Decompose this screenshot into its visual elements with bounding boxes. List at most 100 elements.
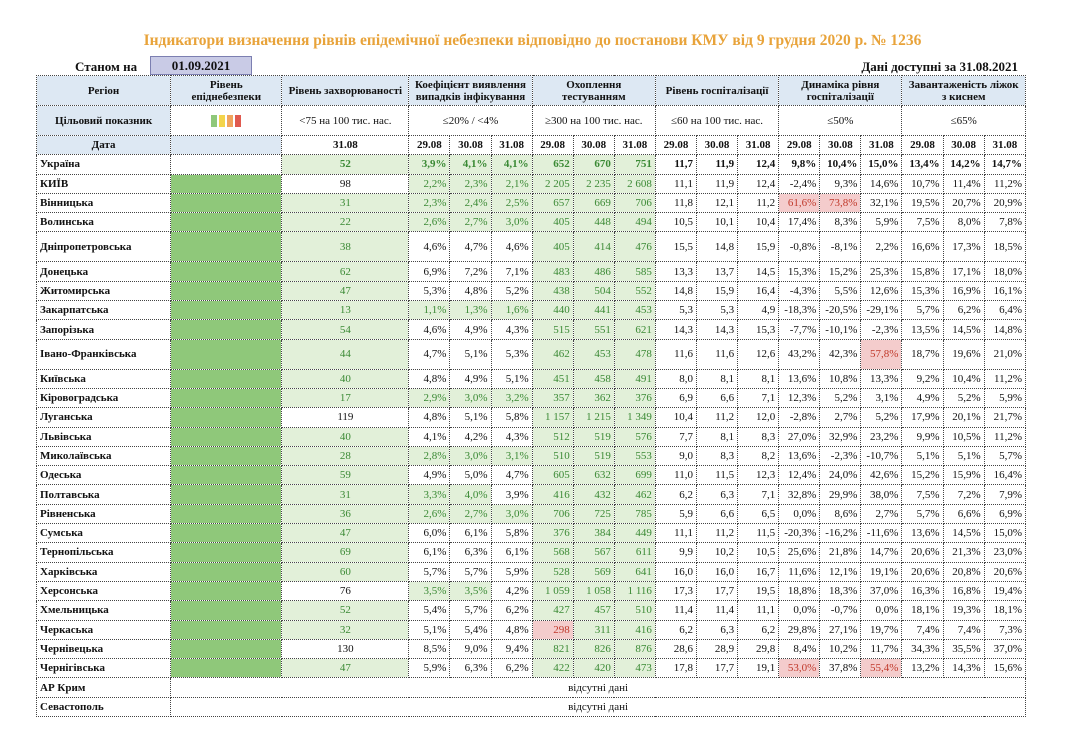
detection-cell: 2,7%: [449, 212, 492, 233]
detection-cell: 4,0%: [449, 484, 492, 505]
testing-cell: 567: [572, 542, 615, 563]
table-row: КИЇВ 98 2,2% 2,3% 2,1% 2 205 2 235 2 608 11,1 11,…: [35, 173, 1027, 194]
dynamics-cell: 57,8%: [860, 338, 903, 370]
dynamics-cell: 5,9%: [860, 212, 903, 233]
occupancy-cell: 11,2%: [983, 368, 1027, 389]
dynamics-cell: 15,0%: [860, 154, 903, 175]
dynamics-cell: -20,5%: [819, 300, 862, 321]
occupancy-cell: 16,9%: [942, 280, 985, 302]
level-cell: [170, 426, 283, 447]
testing-cell: 376: [531, 523, 574, 544]
occupancy-cell: 7,3%: [983, 619, 1027, 640]
date-label: Дата: [35, 134, 172, 156]
target-testing: ≥300 на 100 тис. нас.: [531, 105, 656, 136]
hospitalization-cell: 15,9: [737, 231, 780, 263]
detection-cell: 2,3%: [408, 192, 451, 214]
testing-cell: 821: [531, 638, 574, 660]
region-cell: Закарпатська: [35, 300, 172, 321]
incidence-cell: 52: [281, 154, 410, 175]
header-detection: Коефіцієнт виявлення випадків інфікуванн…: [408, 75, 533, 106]
hospitalization-cell: 12,6: [737, 338, 780, 370]
hospitalization-cell: 16,0: [654, 561, 698, 582]
hospitalization-cell: 8,0: [654, 368, 698, 389]
detection-cell: 5,3%: [408, 280, 451, 302]
dynamics-cell: 11,6%: [778, 561, 821, 582]
testing-cell: 519: [572, 426, 615, 447]
detection-cell: 5,3%: [490, 338, 533, 370]
region-cell: Луганська: [35, 407, 172, 428]
testing-cell: 510: [531, 445, 574, 467]
table-row: Дніпропетровська 38 4,6% 4,7% 4,6% 405 414 476 1…: [35, 231, 1027, 263]
testing-cell: 504: [572, 280, 615, 302]
hospitalization-cell: 12,1: [695, 192, 739, 214]
testing-cell: 384: [572, 523, 615, 544]
incidence-cell: 60: [281, 561, 410, 582]
date-incidence: 31.08: [281, 134, 410, 156]
table-row: Київська 40 4,8% 4,9% 5,1% 451 458 491 8,0 8,1 8,1…: [35, 368, 1027, 389]
detection-cell: 4,8%: [449, 280, 492, 302]
level-cell: [170, 280, 283, 302]
occupancy-cell: 10,7%: [901, 173, 944, 194]
testing-cell: 2 235: [572, 173, 615, 194]
detection-cell: 4,1%: [408, 426, 451, 447]
hospitalization-cell: 28,9: [695, 638, 739, 660]
region-cell: Тернопільська: [35, 542, 172, 563]
incidence-cell: 38: [281, 231, 410, 263]
testing-cell: 416: [531, 484, 574, 505]
detection-cell: 3,5%: [408, 580, 451, 602]
testing-cell: 462: [531, 338, 574, 370]
occupancy-cell: 17,1%: [942, 261, 985, 282]
testing-cell: 473: [613, 658, 656, 679]
table-row: Полтавська 31 3,3% 4,0% 3,9% 416 432 462 6,2 6,3 7…: [35, 484, 1027, 505]
region-cell: Одеська: [35, 465, 172, 486]
hospitalization-cell: 10,5: [737, 542, 780, 563]
page-title: Індикатори визначення рівнів епідемічної…: [143, 32, 922, 49]
detection-cell: 2,2%: [408, 173, 451, 194]
dynamics-cell: 19,1%: [860, 561, 903, 582]
dynamics-cell: 25,3%: [860, 261, 903, 282]
occupancy-cell: 15,8%: [901, 261, 944, 282]
testing-cell: 519: [572, 445, 615, 467]
occupancy-cell: 16,3%: [901, 580, 944, 602]
table-row: Україна 52 3,9% 4,1% 4,1% 652 670 751 11,7 11,9 12…: [35, 154, 1027, 175]
testing-cell: 657: [531, 192, 574, 214]
hospitalization-cell: 9,9: [654, 542, 698, 563]
level-cell: [170, 658, 283, 679]
dynamics-cell: 14,7%: [860, 542, 903, 563]
testing-cell: 569: [572, 561, 615, 582]
hospitalization-cell: 7,1: [737, 484, 780, 505]
testing-cell: 641: [613, 561, 656, 582]
hospitalization-cell: 4,9: [737, 300, 780, 321]
hospitalization-cell: 12,3: [737, 465, 780, 486]
header-level: Рівень епіднебезпеки: [170, 75, 283, 106]
dynamics-cell: 19,7%: [860, 619, 903, 640]
hospitalization-cell: 11,9: [695, 154, 739, 175]
occupancy-cell: 15,9%: [942, 465, 985, 486]
occupancy-cell: 6,6%: [942, 503, 985, 525]
hospitalization-cell: 28,6: [654, 638, 698, 660]
testing-cell: 605: [531, 465, 574, 486]
hospitalization-cell: 10,1: [695, 212, 739, 233]
detection-cell: 4,9%: [449, 319, 492, 340]
detection-cell: 9,0%: [449, 638, 492, 660]
detection-cell: 6,9%: [408, 261, 451, 282]
dynamics-cell: 3,1%: [860, 387, 903, 409]
hospitalization-cell: 13,3: [654, 261, 698, 282]
occupancy-cell: 7,9%: [983, 484, 1027, 505]
testing-cell: 1 116: [613, 580, 656, 602]
detection-cell: 5,9%: [490, 561, 533, 582]
dynamics-cell: 21,8%: [819, 542, 862, 563]
detection-cell: 5,2%: [490, 280, 533, 302]
level-cell: [170, 231, 283, 263]
no-data-cell: відсутні дані: [170, 677, 1026, 698]
hospitalization-cell: 6,6: [695, 503, 739, 525]
detection-cell: 4,7%: [449, 231, 492, 263]
testing-cell: 448: [572, 212, 615, 233]
occupancy-cell: 17,9%: [901, 407, 944, 428]
header-testing: Охоплення тестуванням: [531, 75, 656, 106]
table-row: Чернігівська 47 5,9% 6,3% 6,2% 422 420 473 17,8 1…: [35, 658, 1027, 679]
date-column-header: 31.08: [860, 134, 903, 156]
hospitalization-cell: 14,8: [654, 280, 698, 302]
dynamics-cell: 12,3%: [778, 387, 821, 409]
testing-cell: 1 059: [531, 580, 574, 602]
